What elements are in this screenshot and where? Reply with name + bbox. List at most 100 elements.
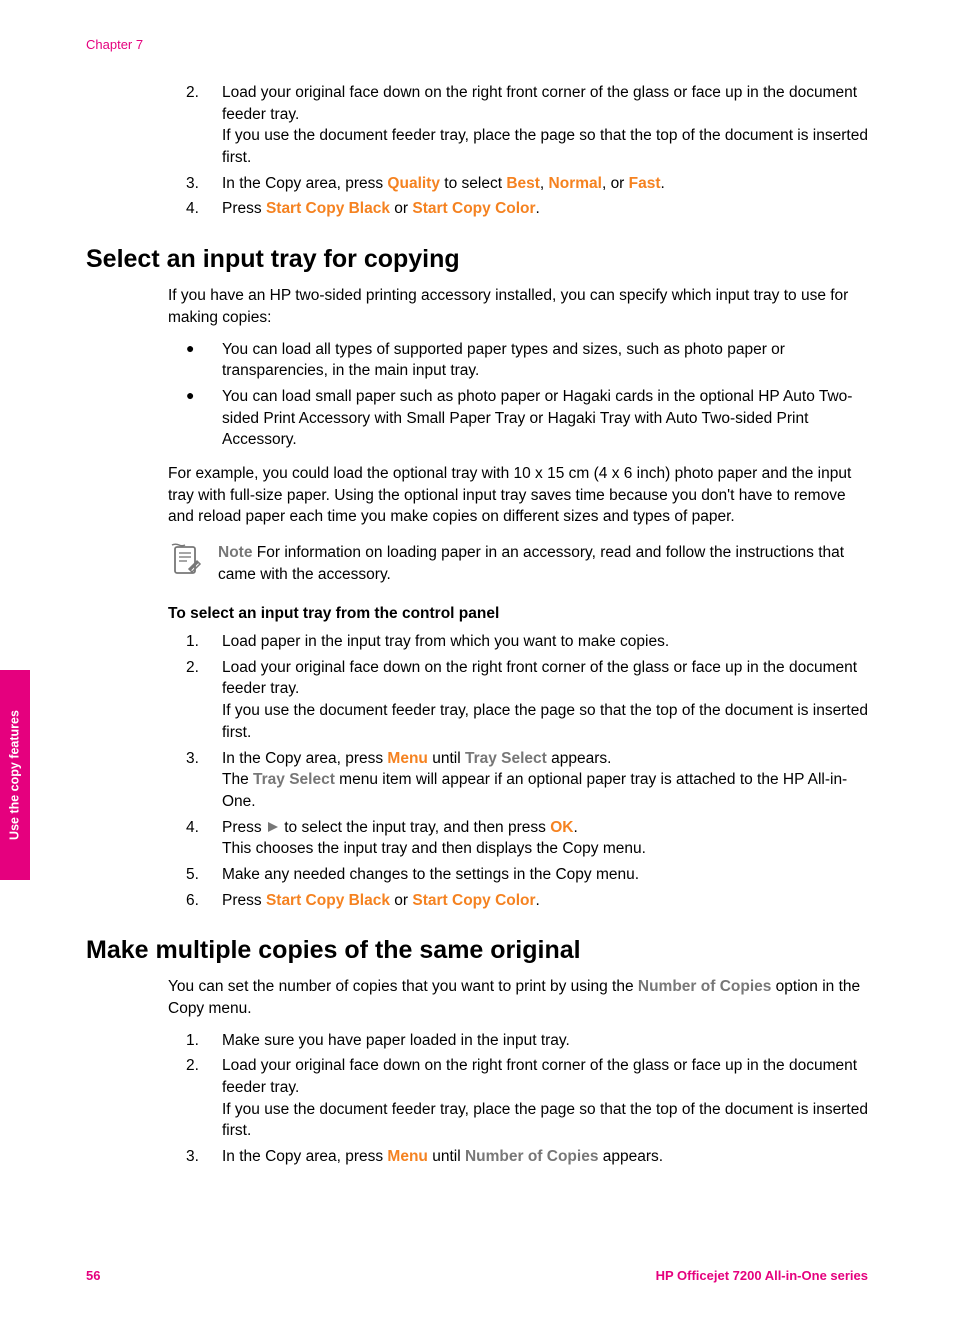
paragraph: If you have an HP two-sided printing acc… (86, 285, 868, 328)
hl-text: Menu (387, 750, 427, 767)
text-span: . (536, 200, 540, 217)
list-item: 4. Press Start Copy Black or Start Copy … (186, 198, 868, 220)
side-tab-text: Use the copy features (6, 710, 24, 840)
step-number: 4. (186, 198, 222, 220)
note-text: Note For information on loading paper in… (218, 542, 868, 585)
document-page: Chapter 7 Use the copy features 2. Load … (0, 0, 954, 1321)
text-span: In the Copy area, press (222, 175, 387, 192)
list-item: 6. Press Start Copy Black or Start Copy … (186, 890, 868, 912)
step-number: 4. (186, 817, 222, 860)
text-span: This chooses the input tray and then dis… (222, 840, 646, 857)
bullet-text: You can load all types of supported pape… (222, 339, 868, 382)
step-number: 1. (186, 1030, 222, 1052)
text-span: . (536, 892, 540, 909)
step-number: 5. (186, 864, 222, 886)
text-span: Press (222, 819, 266, 836)
hl-text: Number of Copies (638, 978, 771, 995)
hl-text: Start Copy Black (266, 200, 390, 217)
text-span: Load your original face down on the righ… (222, 84, 857, 123)
text-span: Load your original face down on the righ… (222, 1057, 857, 1096)
bullet-list: ● You can load all types of supported pa… (86, 339, 868, 451)
text-span: The (222, 771, 253, 788)
hl-text: Number of Copies (465, 1148, 598, 1165)
bullet-icon: ● (186, 339, 222, 382)
product-name: HP Officejet 7200 All-in-One series (656, 1267, 868, 1285)
step-text: Press to select the input tray, and then… (222, 817, 868, 860)
step-text: Load paper in the input tray from which … (222, 631, 868, 653)
text-span: If you use the document feeder tray, pla… (222, 1101, 868, 1140)
hl-text: Tray Select (465, 750, 547, 767)
input-tray-step-list: 1. Load paper in the input tray from whi… (86, 631, 868, 911)
page-footer: 56 HP Officejet 7200 All-in-One series (86, 1267, 868, 1285)
step-text: Load your original face down on the righ… (222, 657, 868, 744)
text-span: Load your original face down on the righ… (222, 659, 857, 698)
multiple-copies-step-list: 1. Make sure you have paper loaded in th… (86, 1030, 868, 1168)
list-item: 1. Make sure you have paper loaded in th… (186, 1030, 868, 1052)
list-item: 3. In the Copy area, press Quality to se… (186, 173, 868, 195)
step-text: Press Start Copy Black or Start Copy Col… (222, 890, 868, 912)
step-number: 3. (186, 748, 222, 813)
step-number: 2. (186, 82, 222, 169)
text-span: until (428, 750, 465, 767)
text-span: or (390, 200, 412, 217)
text-span: Press (222, 200, 266, 217)
hl-text: Best (506, 175, 540, 192)
paragraph: You can set the number of copies that yo… (86, 976, 868, 1019)
sub-heading: To select an input tray from the control… (86, 603, 868, 625)
step-text: Load your original face down on the righ… (222, 1055, 868, 1142)
text-span: , or (602, 175, 629, 192)
hl-text: Menu (387, 1148, 427, 1165)
top-step-list: 2. Load your original face down on the r… (86, 82, 868, 220)
step-number: 3. (186, 1146, 222, 1168)
text-span: until (428, 1148, 465, 1165)
step-text: Press Start Copy Black or Start Copy Col… (222, 198, 868, 220)
step-text: Make any needed changes to the settings … (222, 864, 868, 886)
text-span: , (540, 175, 549, 192)
hl-text: Start Copy Color (412, 200, 535, 217)
hl-text: Quality (387, 175, 440, 192)
text-span: You can set the number of copies that yo… (168, 978, 638, 995)
list-item: 4. Press to select the input tray, and t… (186, 817, 868, 860)
step-number: 6. (186, 890, 222, 912)
text-span: appears. (547, 750, 612, 767)
text-span: Press (222, 892, 266, 909)
paragraph: For example, you could load the optional… (86, 463, 868, 528)
hl-text: Normal (549, 175, 602, 192)
list-item: 2. Load your original face down on the r… (186, 82, 868, 169)
step-number: 1. (186, 631, 222, 653)
step-text: Load your original face down on the righ… (222, 82, 868, 169)
list-item: 1. Load paper in the input tray from whi… (186, 631, 868, 653)
step-text: Make sure you have paper loaded in the i… (222, 1030, 868, 1052)
text-span: . (573, 819, 577, 836)
text-span: to select (440, 175, 506, 192)
text-span: If you use the document feeder tray, pla… (222, 127, 868, 166)
step-number: 2. (186, 1055, 222, 1142)
page-content: 2. Load your original face down on the r… (86, 82, 868, 1186)
section-heading-input-tray: Select an input tray for copying (86, 242, 868, 277)
step-text: In the Copy area, press Quality to selec… (222, 173, 868, 195)
step-number: 2. (186, 657, 222, 744)
list-item: 5. Make any needed changes to the settin… (186, 864, 868, 886)
text-span: . (661, 175, 665, 192)
hl-text: Start Copy Black (266, 892, 390, 909)
hl-text: Fast (629, 175, 661, 192)
text-span: to select the input tray, and then press (280, 819, 550, 836)
page-number: 56 (86, 1267, 100, 1285)
hl-text: OK (550, 819, 573, 836)
note-icon (168, 542, 218, 585)
text-span: appears. (598, 1148, 663, 1165)
text-span: If you use the document feeder tray, pla… (222, 702, 868, 741)
bullet-text: You can load small paper such as photo p… (222, 386, 868, 451)
right-arrow-icon (268, 822, 278, 832)
hl-text: Start Copy Color (412, 892, 535, 909)
note-block: Note For information on loading paper in… (86, 542, 868, 585)
list-item: ● You can load small paper such as photo… (186, 386, 868, 451)
list-item: 3. In the Copy area, press Menu until Nu… (186, 1146, 868, 1168)
text-span: or (390, 892, 412, 909)
text-span: In the Copy area, press (222, 750, 387, 767)
bullet-icon: ● (186, 386, 222, 451)
list-item: 2. Load your original face down on the r… (186, 1055, 868, 1142)
side-tab: Use the copy features (0, 670, 30, 880)
text-span: In the Copy area, press (222, 1148, 387, 1165)
list-item: ● You can load all types of supported pa… (186, 339, 868, 382)
